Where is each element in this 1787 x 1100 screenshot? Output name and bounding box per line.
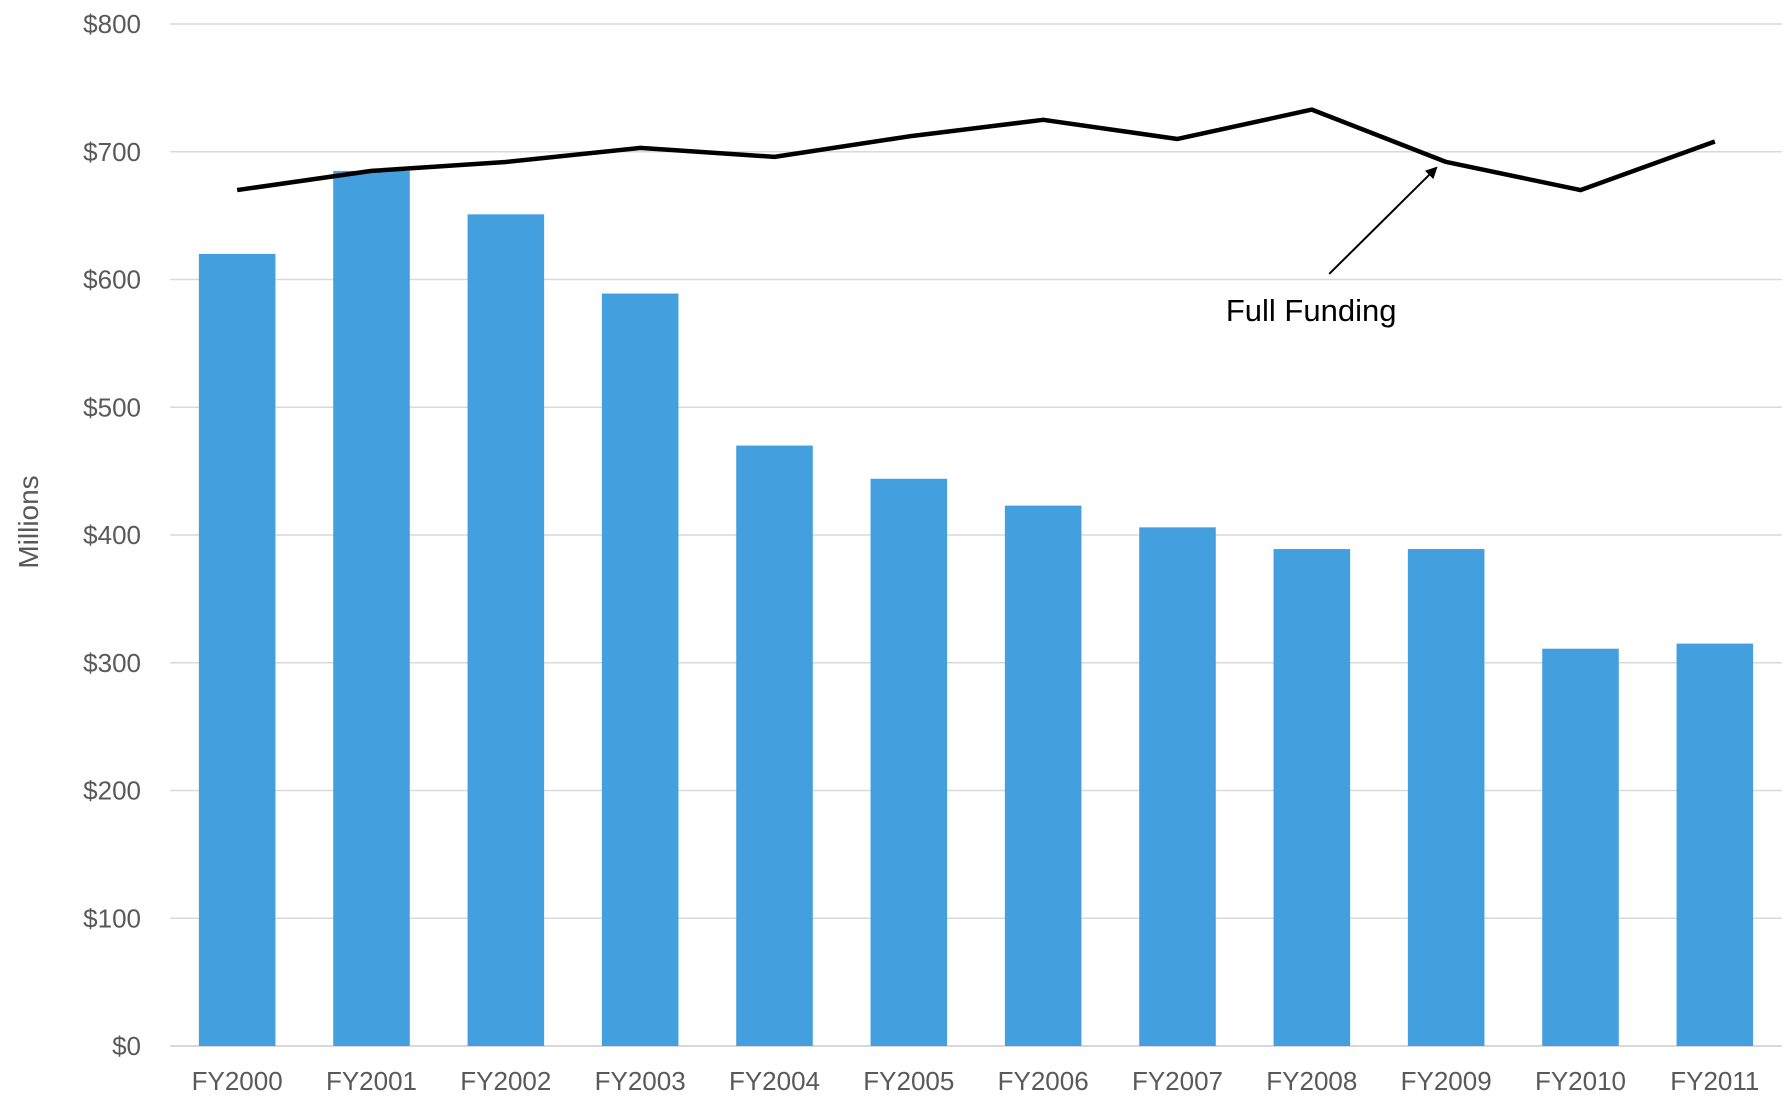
x-tick-label: FY2005 [863,1066,954,1096]
bar [870,478,948,1046]
y-axis-title: Millions [13,475,44,568]
bar [601,293,679,1046]
y-axis-ticks: $0 $100 $200 $300 $400 $500 $600 $700 $800 [83,9,141,1061]
bar-series [198,170,1754,1047]
x-tick-label: FY2000 [192,1066,283,1096]
bar [1676,643,1754,1046]
x-tick-label: FY2001 [326,1066,417,1096]
x-tick-label: FY2004 [729,1066,820,1096]
y-tick-label: $200 [83,776,141,806]
x-tick-label: FY2010 [1535,1066,1626,1096]
y-tick-label: $800 [83,9,141,39]
full-funding-series [236,107,1716,193]
bar [1273,549,1351,1046]
bar [1004,505,1082,1046]
x-tick-label: FY2011 [1670,1066,1759,1096]
bar [333,170,410,1047]
x-tick-label: FY2006 [998,1066,1089,1096]
annotation: Full Funding [1226,166,1438,328]
bar [736,445,813,1046]
x-tick-label: FY2002 [460,1066,551,1096]
y-tick-label: $0 [112,1031,141,1061]
y-tick-label: $700 [83,137,141,167]
gridlines [170,23,1782,1047]
x-tick-label: FY2009 [1401,1066,1492,1096]
bar [1542,648,1619,1046]
y-tick-label: $400 [83,520,141,550]
full-funding-line [236,107,1716,193]
x-tick-label: FY2003 [595,1066,686,1096]
bar [1407,549,1485,1046]
bar [198,253,276,1046]
x-tick-label: FY2007 [1132,1066,1223,1096]
y-tick-label: $500 [83,392,141,422]
bar [467,214,545,1046]
y-tick-label: $100 [83,903,141,933]
x-axis-ticks: FY2000 FY2001 FY2002 FY2003 FY2004 FY2005 FY20… [192,1066,1760,1096]
y-tick-label: $600 [83,265,141,295]
annotation-arrow [1328,166,1438,275]
bar [1139,527,1216,1046]
annotation-label: Full Funding [1226,293,1397,328]
y-tick-label: $300 [83,648,141,678]
x-tick-label: FY2008 [1266,1066,1357,1096]
